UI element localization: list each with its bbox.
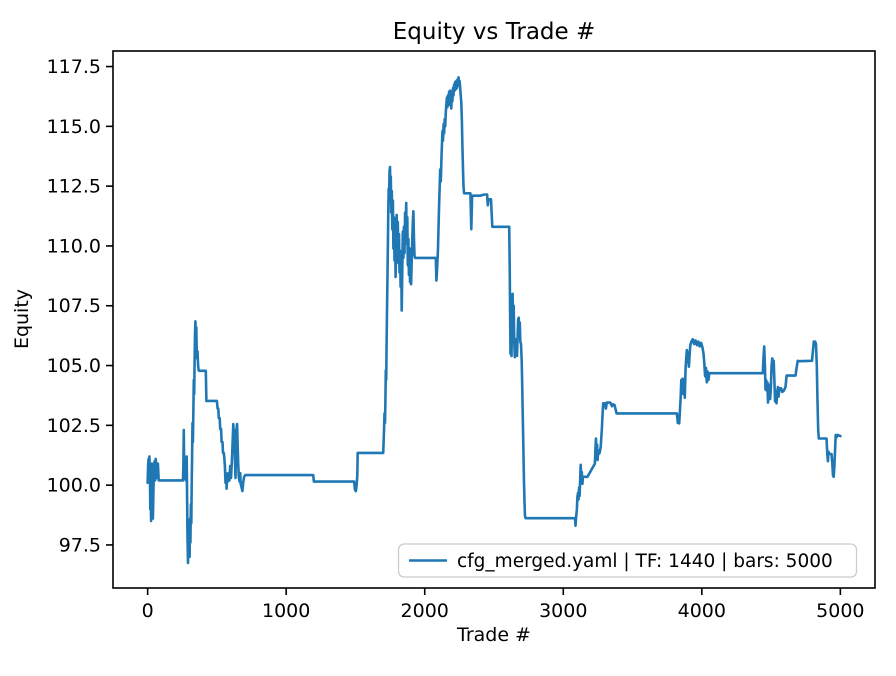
y-tick-label: 102.5 — [47, 415, 101, 437]
x-tick-label: 2000 — [401, 600, 449, 622]
y-tick-label: 107.5 — [47, 295, 101, 317]
legend-label: cfg_merged.yaml | TF: 1440 | bars: 5000 — [457, 551, 833, 572]
x-axis-label: Trade # — [456, 624, 531, 646]
y-tick-label: 105.0 — [47, 355, 101, 377]
y-tick-label: 115.0 — [47, 116, 101, 138]
y-axis-label: Equity — [11, 289, 33, 349]
equity-line-series — [146, 76, 842, 565]
x-tick-label: 1000 — [262, 600, 310, 622]
y-tick-label: 117.5 — [47, 56, 101, 78]
x-tick-label: 5000 — [816, 600, 864, 622]
chart-title: Equity vs Trade # — [393, 19, 596, 45]
y-tick-label: 97.5 — [59, 534, 101, 556]
x-tick-label: 0 — [142, 600, 154, 622]
y-tick-label: 112.5 — [47, 176, 101, 198]
legend-box — [397, 543, 858, 578]
y-tick-label: 100.0 — [47, 475, 101, 497]
plot-spines — [112, 50, 876, 589]
axis-ticks — [106, 65, 842, 595]
tick-labels: 0 1000 2000 3000 4000 5000 97.5 100.0 102.5 105.0… — [47, 56, 865, 622]
x-tick-label: 3000 — [539, 600, 587, 622]
x-tick-label: 4000 — [678, 600, 726, 622]
legend: cfg_merged.yaml | TF: 1440 | bars: 5000 — [397, 543, 858, 578]
y-tick-label: 110.0 — [47, 235, 101, 257]
plot-frame — [112, 50, 876, 589]
